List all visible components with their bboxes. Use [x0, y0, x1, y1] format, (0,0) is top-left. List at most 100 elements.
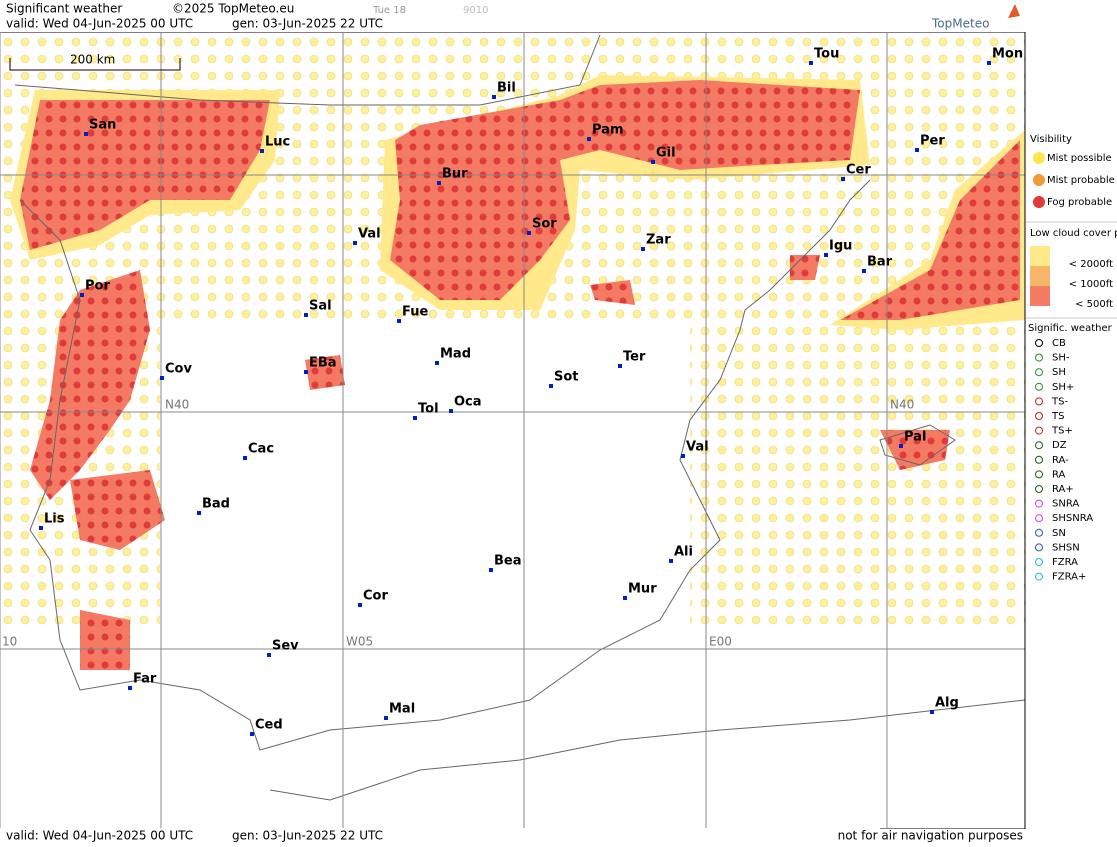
tag: Tue 18: [372, 5, 406, 16]
gen: gen: 03-Jun-2025 22 UTC: [232, 17, 383, 31]
city-marker: [358, 603, 362, 607]
city-marker: [384, 716, 388, 720]
legend-symbol: [1035, 353, 1043, 362]
grid-label: W05: [346, 635, 373, 649]
city-marker: [492, 95, 496, 99]
city-marker: [197, 511, 201, 515]
city-marker: [80, 293, 84, 297]
footer: [0, 829, 1117, 843]
grid-label: N40: [165, 398, 189, 412]
city-marker: [862, 269, 866, 273]
city-marker: [260, 149, 264, 153]
city-label: Per: [920, 134, 945, 149]
scale-label: 200 km: [70, 53, 115, 67]
valid: valid: Wed 04-Jun-2025 00 UTC: [6, 17, 193, 31]
city-marker: [809, 61, 813, 65]
legend-label: SH+: [1052, 382, 1074, 393]
legend-symbol: [1035, 558, 1043, 566]
clear-area: [0, 650, 880, 830]
legend-symbol: [1035, 339, 1043, 347]
city-marker: [304, 370, 308, 374]
legend-swatch: [1033, 196, 1045, 208]
legend-symbol: [1035, 426, 1043, 435]
city-label: San: [89, 118, 116, 133]
city-label: EBa: [309, 356, 337, 371]
city-marker: [618, 364, 622, 368]
legend-label: CB: [1052, 338, 1066, 349]
grid-label: E00: [709, 635, 732, 649]
legend-swatch: [1030, 286, 1050, 306]
city-label: Cov: [165, 362, 192, 377]
city-marker: [623, 596, 627, 600]
city-label: Gil: [656, 146, 676, 161]
legend-label: RA: [1052, 469, 1066, 480]
copyright: ©2025 TopMeteo.eu: [172, 2, 294, 16]
city-label: Ter: [623, 350, 646, 365]
city-label: Mad: [440, 347, 471, 362]
legend-label: Fog probable: [1047, 197, 1112, 208]
legend-label: SHSNRA: [1052, 513, 1093, 524]
city-marker: [527, 231, 531, 235]
city-marker: [435, 361, 439, 365]
city-label: Bad: [202, 497, 230, 512]
city-marker: [987, 61, 991, 65]
legend-symbol: [1035, 485, 1043, 493]
city-label: Zar: [646, 233, 671, 248]
legend-symbol: [1035, 382, 1043, 391]
city-marker: [160, 376, 164, 380]
legend-label: RA-: [1052, 455, 1069, 466]
legend-symbol: [1035, 412, 1043, 420]
city-label: Sev: [272, 639, 299, 654]
legend-label: SHSN: [1052, 542, 1080, 553]
legend-label: TS+: [1051, 426, 1073, 437]
grid-labels: N40 W05 E00 N40 10: [2, 398, 914, 649]
city-marker: [449, 409, 453, 413]
legend-swatch: [1030, 246, 1050, 266]
city-label: Val: [358, 227, 381, 242]
legend-title: Low cloud cover probable: [1030, 228, 1117, 239]
city-marker: [587, 137, 591, 141]
city-label: Por: [85, 279, 110, 294]
legend-label: TS-: [1051, 396, 1068, 407]
city-label: Pal: [904, 430, 926, 445]
city-marker: [353, 241, 357, 245]
footer-valid: valid: Wed 04-Jun-2025 00 UTC: [6, 829, 193, 843]
city-marker: [397, 319, 401, 323]
city-label: Tol: [418, 402, 439, 417]
legend-label: Mist probable: [1047, 175, 1115, 186]
city-label: Luc: [265, 135, 290, 150]
city-marker: [824, 253, 828, 257]
city-label: Ali: [674, 545, 693, 560]
legend-symbol: [1035, 528, 1043, 537]
city-label: Pam: [592, 123, 624, 138]
legend-label: < 1000ft: [1069, 279, 1113, 290]
cities: San Luc Bil Pam Tou Mon Per Gil Cer Bur Sor Val Zar I…: [39, 47, 1023, 736]
legend-label: SH-: [1052, 353, 1070, 364]
city-label: Oca: [454, 395, 482, 410]
legend-symbol: [1035, 499, 1043, 508]
logo-mark: [1008, 4, 1020, 18]
city-marker: [641, 247, 645, 251]
city-label: Fue: [402, 305, 428, 320]
city-label: Sor: [532, 217, 557, 232]
city-marker: [669, 559, 673, 563]
legend-label: RA+: [1052, 484, 1074, 495]
footer-note: not for air navigation purposes: [838, 829, 1023, 843]
city-marker: [39, 526, 43, 530]
city-label: Sot: [554, 370, 579, 385]
graticule: [0, 32, 1025, 828]
city-label: Bur: [442, 167, 468, 182]
legend-title: Signific. weather: [1028, 323, 1113, 334]
legend-label: < 500ft: [1075, 299, 1113, 310]
title: Significant weather: [6, 2, 122, 16]
city-marker: [84, 132, 88, 136]
city-label: Sal: [309, 299, 332, 314]
tag: 9010: [463, 5, 488, 16]
city-marker: [899, 444, 903, 448]
city-label: Bil: [497, 81, 516, 96]
legend-label: < 2000ft: [1069, 259, 1113, 270]
legend-swatch: [1033, 152, 1045, 164]
city-marker: [413, 416, 417, 420]
legend-symbol: [1035, 455, 1043, 464]
city-marker: [549, 384, 553, 388]
